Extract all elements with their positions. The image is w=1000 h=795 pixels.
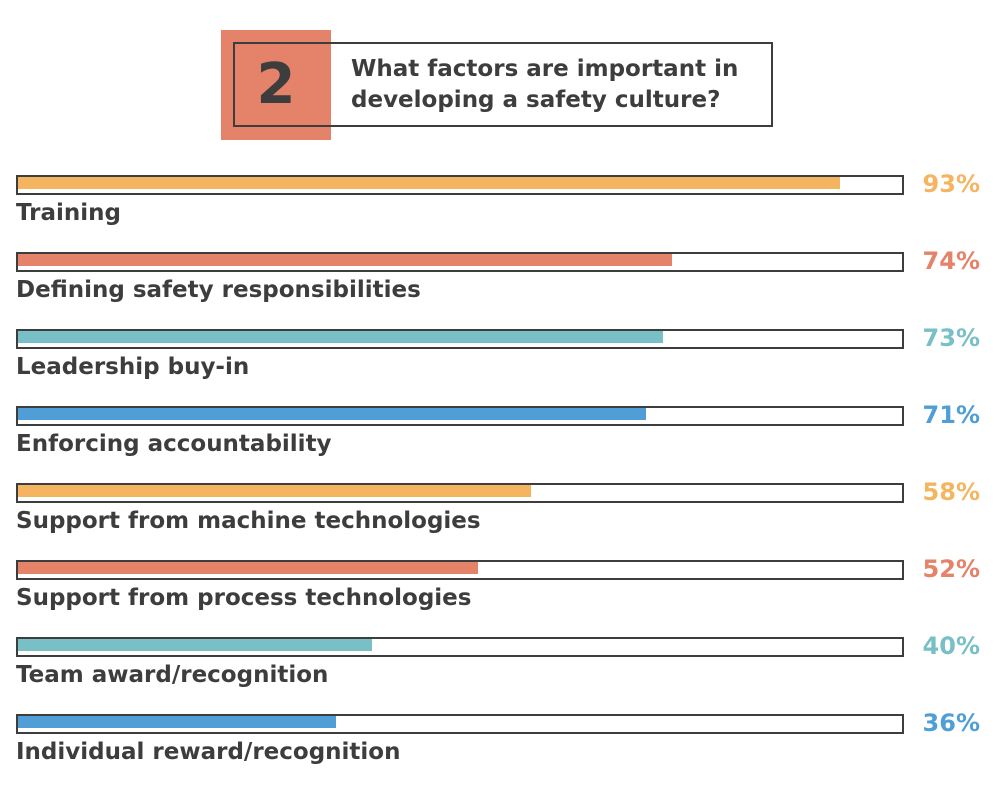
bar-value-label: 58% (922, 478, 980, 506)
question-number-outline (233, 42, 331, 127)
bar-value-label: 40% (922, 632, 980, 660)
bar (18, 254, 673, 266)
bar (18, 331, 664, 343)
bar-row: 93% Training (16, 170, 1000, 235)
bar-row: 52% Support from process technologies (16, 555, 1000, 620)
bar-category-label: Defining safety responsibilities (16, 277, 421, 303)
bar-category-label: Individual reward/recognition (16, 739, 401, 765)
bar-value-label: 71% (922, 401, 980, 429)
bar (18, 485, 531, 497)
bar-category-label: Enforcing accountability (16, 431, 332, 457)
bar (18, 639, 372, 651)
bar-row: 73% Leadership buy-in (16, 324, 1000, 389)
bar-value-label: 93% (922, 170, 980, 198)
bar-row: 36% Individual reward/recognition (16, 709, 1000, 774)
bar-category-label: Team award/recognition (16, 662, 329, 688)
question-number-badge: 2 (221, 30, 331, 140)
bar-category-label: Training (16, 200, 122, 226)
bar-category-label: Leadership buy-in (16, 354, 250, 380)
question-header: 2 What factors are important in developi… (221, 30, 776, 140)
question-number: 2 (256, 52, 296, 117)
bar-value-label: 74% (922, 247, 980, 275)
bar-value-label: 36% (922, 709, 980, 737)
bar-value-label: 52% (922, 555, 980, 583)
bar (18, 408, 646, 420)
bar (18, 562, 478, 574)
bar-row: 40% Team award/recognition (16, 632, 1000, 697)
question-text: What factors are important in developing… (351, 56, 739, 113)
bar (18, 716, 337, 728)
bar-category-label: Support from machine technologies (16, 508, 481, 534)
bar-row: 58% Support from machine technologies (16, 478, 1000, 543)
bar-category-label: Support from process technologies (16, 585, 472, 611)
bar-row: 71% Enforcing accountability (16, 401, 1000, 466)
bar (18, 177, 841, 189)
bar-value-label: 73% (922, 324, 980, 352)
bar-row: 74% Defining safety responsibilities (16, 247, 1000, 312)
